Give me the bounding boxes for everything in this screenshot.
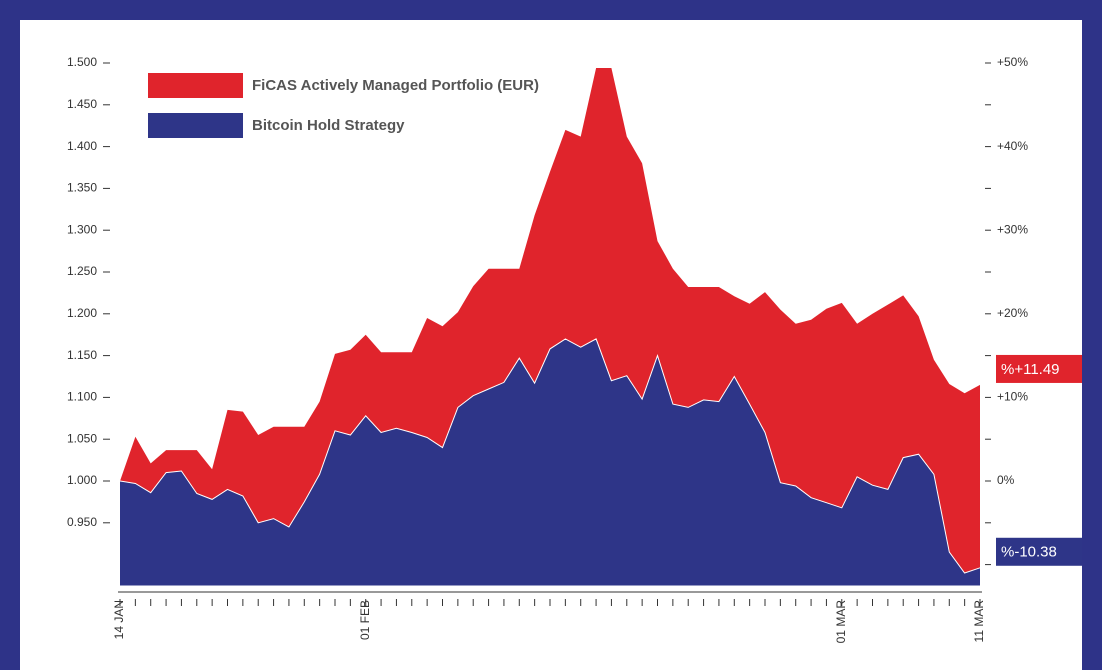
y-tick-label: 1.400 [67, 139, 97, 153]
y-tick-label: 1.200 [67, 306, 97, 320]
y-tick-label: 1.100 [67, 390, 97, 404]
end-label-box [996, 354, 1082, 383]
y-tick-label: 1.150 [67, 348, 97, 362]
y2-tick-label: +20% [997, 306, 1028, 320]
y-tick-label: 1.500 [67, 55, 97, 69]
y-tick-label: 0.950 [67, 515, 97, 529]
y-tick-label: 1.250 [67, 264, 97, 278]
y-tick-label: 1.450 [67, 97, 97, 111]
y2-tick-label: 0% [997, 473, 1015, 487]
end-label: %-10.38 [1001, 544, 1057, 561]
end-label-box [996, 537, 1082, 566]
legend-label: Bitcoin Hold Strategy [252, 117, 405, 134]
x-tick-label: 01 MAR [834, 600, 848, 644]
legend-swatch [148, 113, 243, 138]
y-tick-label: 1.300 [67, 222, 97, 236]
x-tick-label: 14 JAN [112, 600, 126, 639]
y2-tick-label: +30% [997, 222, 1028, 236]
y-tick-label: 1.000 [67, 473, 97, 487]
y-tick-label: 1.350 [67, 181, 97, 195]
y-tick-label: 1.050 [67, 431, 97, 445]
end-label: %+11.49 [1001, 361, 1060, 378]
area [120, 338, 980, 586]
legend-label: FiCAS Actively Managed Portfolio (EUR) [252, 77, 539, 94]
x-tick-label: 11 MAR [972, 600, 986, 643]
legend-swatch [148, 73, 243, 98]
x-tick-label: 01 FEB [358, 600, 372, 640]
y2-tick-label: +50% [997, 55, 1028, 69]
y2-tick-label: +10% [997, 390, 1028, 404]
y2-tick-label: +40% [997, 139, 1028, 153]
area-edge [119, 338, 981, 574]
